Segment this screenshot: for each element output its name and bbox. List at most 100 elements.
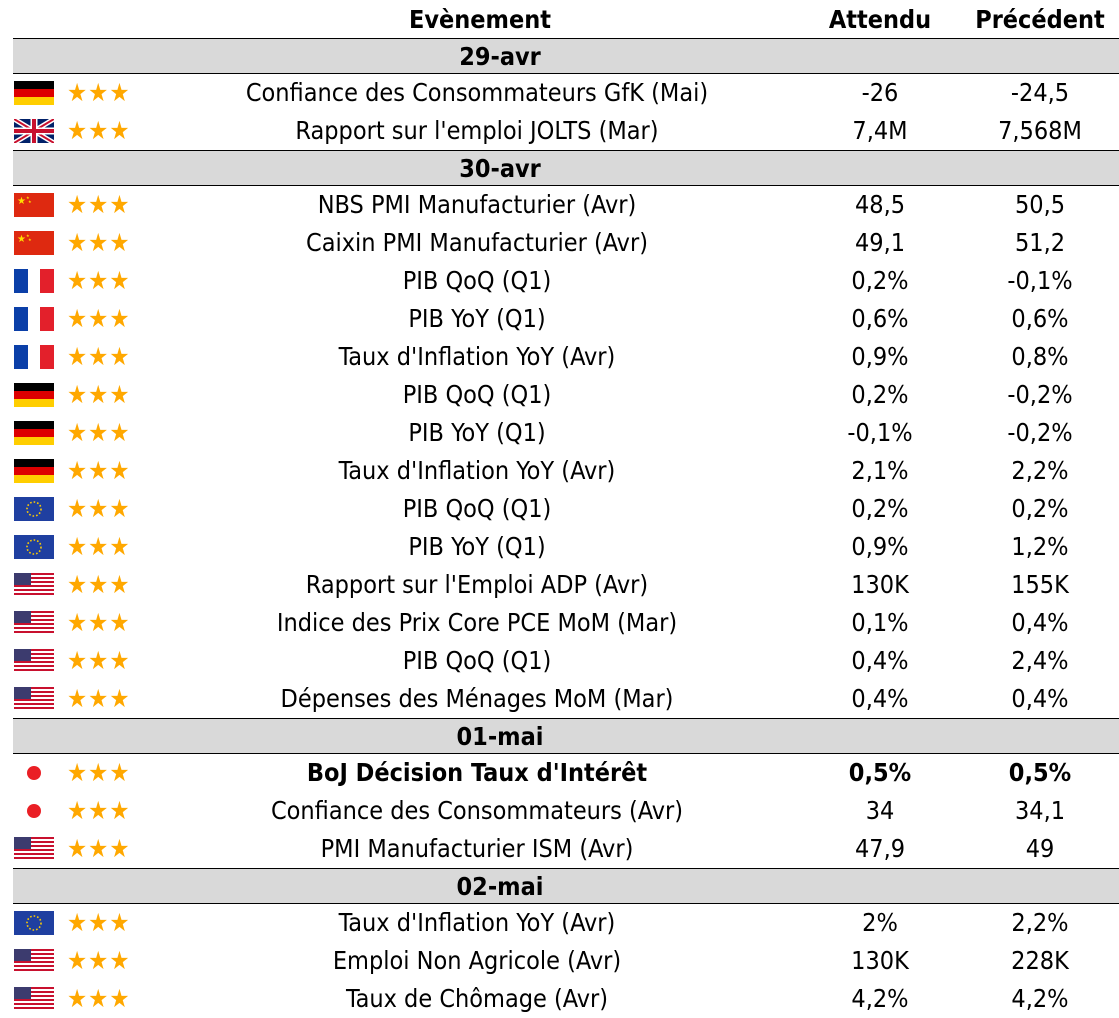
date-row: 30-avr [13,150,1119,186]
date-row: 29-avr [13,38,1119,74]
previous-value: 2,2% [1011,456,1069,485]
date-row: 02-mai [13,868,1119,904]
importance-stars-icon: ★★★ [67,190,131,219]
importance-stars-icon: ★★★ [67,684,131,713]
importance-stars-icon: ★★★ [67,116,131,145]
expected-value: 49,1 [854,228,906,257]
previous-value: 7,568M [998,116,1082,145]
event-name: Indice des Prix Core PCE MoM (Mar) [276,608,678,637]
event-name: Caixin PMI Manufacturier (Avr) [305,228,648,257]
expected-value: 0,1% [851,608,909,637]
event-name: BoJ Décision Taux d'Intérêt [306,758,648,787]
header-previous: Précédent [975,5,1105,34]
table-row: ★ ★ ★ ★★★ Caixin PMI Manufacturier (Avr) 4… [0,224,1119,262]
previous-value: -24,5 [1010,78,1070,107]
importance-stars-icon: ★★★ [67,646,131,675]
usa-flag-icon [14,837,54,861]
date-label: 02-mai [456,872,544,901]
importance-stars-icon: ★★★ [67,418,131,447]
usa-flag-icon [14,987,54,1011]
expected-value: 34 [865,796,895,825]
previous-value: 51,2 [1014,228,1066,257]
usa-flag-icon [14,949,54,973]
table-row: ★★★ PIB YoY (Q1) 0,9% 1,2% [0,528,1119,566]
previous-value: -0,2% [1007,380,1073,409]
event-name: Dépenses des Ménages MoM (Mar) [280,684,674,713]
svg-text:★: ★ [26,233,30,238]
expected-value: 48,5 [854,190,906,219]
expected-value: 2% [862,908,898,937]
importance-stars-icon: ★★★ [67,758,131,787]
previous-value: 4,2% [1011,984,1069,1013]
usa-flag-icon [14,611,54,635]
importance-stars-icon: ★★★ [67,834,131,863]
expected-value: 0,9% [851,532,909,561]
importance-stars-icon: ★★★ [67,908,131,937]
table-header: Evènement Attendu Précédent [0,0,1119,38]
importance-stars-icon: ★★★ [67,570,131,599]
previous-value: 49 [1025,834,1055,863]
table-row: ★★★ PIB YoY (Q1) 0,6% 0,6% [0,300,1119,338]
france-flag-icon [14,345,54,369]
table-row: ★★★ Taux d'Inflation YoY (Avr) 2,1% 2,2% [0,452,1119,490]
previous-value: 155K [1011,570,1069,599]
previous-value: 0,8% [1011,342,1069,371]
expected-value: 4,2% [851,984,909,1013]
event-name: PIB QoQ (Q1) [402,266,552,295]
event-name: PIB YoY (Q1) [408,532,546,561]
header-expected: Attendu [828,5,932,34]
expected-value: 0,4% [851,684,909,713]
previous-value: 0,2% [1011,494,1069,523]
event-name: Confiance des Consommateurs GfK (Mai) [245,78,709,107]
event-name: Taux d'Inflation YoY (Avr) [338,456,616,485]
importance-stars-icon: ★★★ [67,796,131,825]
germany-flag-icon [14,459,54,483]
expected-value: 0,4% [851,646,909,675]
date-label: 29-avr [459,42,541,71]
svg-text:★: ★ [17,234,26,245]
expected-value: -0,1% [847,418,913,447]
japan-flag-icon [27,804,41,818]
germany-flag-icon [14,383,54,407]
table-row: ★★★ PIB QoQ (Q1) 0,4% 2,4% [0,642,1119,680]
table-row: ★★★ PIB QoQ (Q1) 0,2% -0,2% [0,376,1119,414]
event-name: PMI Manufacturier ISM (Avr) [320,834,634,863]
expected-value: 2,1% [851,456,909,485]
china-flag-icon: ★ ★ ★ [14,231,54,255]
importance-stars-icon: ★★★ [67,946,131,975]
table-row: ★★★ PIB QoQ (Q1) 0,2% 0,2% [0,490,1119,528]
table-row: ★★★ Taux d'Inflation YoY (Avr) 2% 2,2% [0,904,1119,942]
event-name: Confiance des Consommateurs (Avr) [270,796,684,825]
date-label: 01-mai [456,722,544,751]
usa-flag-icon [14,573,54,597]
table-row: ★★★ Taux de Chômage (Avr) 4,2% 4,2% [0,980,1119,1018]
previous-value: 50,5 [1014,190,1066,219]
table-row: ★★★ PMI Manufacturier ISM (Avr) 47,9 49 [0,830,1119,868]
expected-value: 0,2% [851,266,909,295]
previous-value: -0,1% [1007,266,1073,295]
expected-value: 130K [851,946,909,975]
event-name: NBS PMI Manufacturier (Avr) [317,190,637,219]
importance-stars-icon: ★★★ [67,228,131,257]
importance-stars-icon: ★★★ [67,608,131,637]
usa-flag-icon [14,649,54,673]
table-row: ★★★ Rapport sur l'Emploi ADP (Avr) 130K … [0,566,1119,604]
previous-value: 228K [1011,946,1069,975]
expected-value: -26 [861,78,899,107]
importance-stars-icon: ★★★ [67,342,131,371]
event-name: Rapport sur l'emploi JOLTS (Mar) [295,116,659,145]
table-row: ★★★ PIB YoY (Q1) -0,1% -0,2% [0,414,1119,452]
table-body: 29-avr ★★★ Confiance des Consommateurs G… [0,38,1119,1018]
uk-flag-icon [14,119,54,143]
importance-stars-icon: ★★★ [67,532,131,561]
event-name: PIB QoQ (Q1) [402,380,552,409]
event-name: Taux d'Inflation YoY (Avr) [338,908,616,937]
event-name: Emploi Non Agricole (Avr) [332,946,622,975]
event-name: PIB YoY (Q1) [408,304,546,333]
japan-flag-icon [27,766,41,780]
previous-value: 0,4% [1011,684,1069,713]
event-name: Rapport sur l'Emploi ADP (Avr) [305,570,649,599]
svg-text:★: ★ [28,237,32,242]
france-flag-icon [14,269,54,293]
eu-flag-icon [14,497,54,521]
